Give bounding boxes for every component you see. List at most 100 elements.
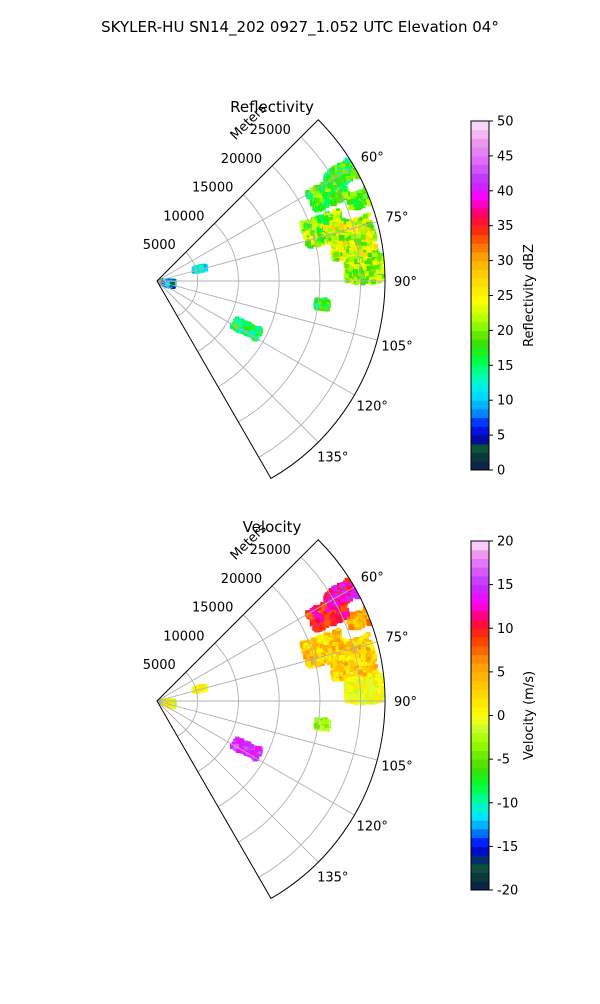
colorbar-tick-label: 45	[497, 149, 514, 164]
colorbar-tick-label: 25	[497, 289, 514, 304]
angle-tick-label: 120°	[357, 399, 388, 414]
colorbar-label: Velocity (m/s)	[522, 671, 537, 760]
velocity-panel: Velocity500010000150002000025000Meters60…	[143, 518, 537, 899]
angle-tick-label: 75°	[386, 211, 409, 226]
colorbar-tick-label: -20	[497, 884, 518, 899]
colorbar-segment	[471, 409, 489, 418]
colorbar-segment	[471, 620, 489, 629]
colorbar-segment	[471, 365, 489, 374]
colorbar-segment	[471, 444, 489, 453]
colorbar-tick-label: -5	[497, 753, 510, 768]
colorbar-segment	[471, 330, 489, 339]
colorbar-segment	[471, 820, 489, 829]
echo-cell	[343, 253, 385, 285]
colorbar-segment	[471, 156, 489, 165]
colorbar-segment	[471, 261, 489, 270]
grid-ring	[218, 195, 279, 387]
echo-cell	[347, 186, 376, 211]
colorbar-segment	[471, 339, 489, 348]
colorbar-segment	[471, 173, 489, 182]
colorbar-segment	[471, 217, 489, 226]
colorbar-tick-label: 30	[497, 254, 514, 269]
echo-cell	[347, 606, 376, 631]
colorbar-segment	[471, 234, 489, 243]
colorbar-segment	[471, 435, 489, 444]
radial-tick-label: 5000	[143, 238, 176, 253]
colorbar-segment	[471, 873, 489, 882]
colorbar-segment	[471, 130, 489, 139]
angle-tick-label: 60°	[361, 571, 384, 586]
colorbar-segment	[471, 182, 489, 191]
colorbar-segment	[471, 724, 489, 733]
colorbar-segment	[471, 698, 489, 707]
colorbar-segment	[471, 296, 489, 305]
colorbar-segment	[471, 304, 489, 313]
colorbar-tick-label: 20	[497, 324, 514, 339]
colorbar-segment	[471, 383, 489, 392]
colorbar-segment	[471, 777, 489, 786]
figure-title: SKYLER-HU SN14_202 0927_1.052 UTC Elevat…	[101, 18, 499, 37]
colorbar: 0 5 10 15 20 25 30 35 40 45 50 Reflectivity dBZ	[471, 115, 537, 479]
colorbar-segment	[471, 811, 489, 820]
grid-ring	[198, 223, 239, 351]
colorbar-segment	[471, 829, 489, 838]
colorbar-tick-label: -15	[497, 840, 518, 855]
colorbar-segment	[471, 550, 489, 559]
colorbar-segment	[471, 313, 489, 322]
colorbar-segment	[471, 461, 489, 470]
colorbar-segment	[471, 357, 489, 366]
colorbar-segment	[471, 278, 489, 287]
colorbar-tick-label: 5	[497, 429, 505, 444]
radial-tick-label: 10000	[163, 209, 204, 224]
colorbar-segment	[471, 165, 489, 174]
radial-tick-label: 20000	[221, 152, 262, 167]
colorbar-segment	[471, 742, 489, 751]
echo-cell	[313, 297, 331, 311]
colorbar-segment	[471, 602, 489, 611]
colorbar-segment	[471, 541, 489, 550]
colorbar-segment	[471, 200, 489, 209]
colorbar-segment	[471, 138, 489, 147]
colorbar-segment	[471, 733, 489, 742]
grid-ring	[238, 586, 319, 842]
echo-cell	[230, 736, 263, 761]
colorbar-segment	[471, 391, 489, 400]
colorbar-label: Reflectivity dBZ	[522, 244, 537, 347]
colorbar-segment	[471, 567, 489, 576]
colorbar-segment	[471, 637, 489, 646]
colorbar-segment	[471, 646, 489, 655]
radial-tick-label: 15000	[192, 181, 233, 196]
colorbar-segment	[471, 374, 489, 383]
angle-tick-label: 90°	[394, 695, 417, 710]
colorbar-segment	[471, 759, 489, 768]
angle-tick-label: 135°	[317, 451, 348, 466]
angle-tick-label: 90°	[394, 275, 417, 290]
grid-ring	[218, 615, 279, 807]
colorbar-segment	[471, 322, 489, 331]
colorbar-segment	[471, 785, 489, 794]
echo-cell	[313, 717, 331, 731]
colorbar-tick-label: 10	[497, 622, 514, 637]
colorbar-tick-label: 40	[497, 184, 514, 199]
colorbar-segment	[471, 794, 489, 803]
reflectivity-panel: Reflectivity500010000150002000025000Mete…	[143, 98, 537, 479]
colorbar-segment	[471, 628, 489, 637]
colorbar-segment	[471, 147, 489, 156]
colorbar-segment	[471, 855, 489, 864]
colorbar-segment	[471, 585, 489, 594]
colorbar-tick-label: 20	[497, 535, 514, 550]
colorbar-segment	[471, 803, 489, 812]
grid-ring	[198, 643, 239, 771]
colorbar-segment	[471, 593, 489, 602]
colorbar-segment	[471, 418, 489, 427]
grid-spoke	[157, 281, 377, 340]
radial-tick-label: 15000	[192, 601, 233, 616]
colorbar-tick-label: 5	[497, 665, 505, 680]
colorbar-segment	[471, 838, 489, 847]
colorbar-segment	[471, 208, 489, 217]
radial-tick-label: 10000	[163, 629, 204, 644]
colorbar-segment	[471, 191, 489, 200]
grid-spoke	[157, 701, 377, 760]
grid-ring	[238, 166, 319, 422]
angle-tick-label: 120°	[357, 819, 388, 834]
